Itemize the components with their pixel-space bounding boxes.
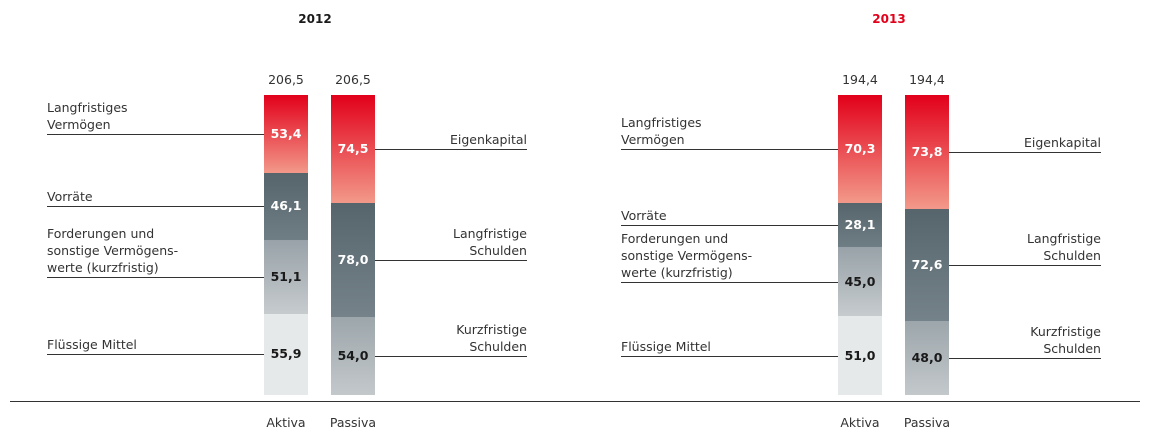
category-label: Aktiva	[840, 415, 880, 430]
chart-title: 2013	[872, 12, 906, 26]
chart-title: 2012	[298, 12, 332, 26]
leader-line	[621, 355, 838, 357]
value-label: 51,1	[270, 268, 302, 284]
total-label: 206,5	[268, 72, 304, 87]
segment-name: Flüssige Mittel	[47, 337, 137, 353]
total-label: 194,4	[909, 72, 945, 87]
value-label: 51,0	[844, 347, 876, 363]
bar-segment	[838, 95, 882, 204]
value-label: 55,9	[270, 346, 302, 362]
leader-line	[621, 281, 838, 283]
bar-segment	[264, 95, 308, 173]
category-label: Passiva	[903, 415, 951, 430]
bar-segment	[331, 95, 375, 204]
bar-segment	[331, 316, 375, 395]
value-label: 48,0	[911, 349, 943, 365]
leader-line	[949, 264, 1101, 266]
segment-name: Eigenkapital	[1023, 134, 1101, 150]
bar-segment	[838, 246, 882, 317]
category-label: Passiva	[329, 415, 377, 430]
leader-line	[47, 354, 264, 356]
total-label: 194,4	[842, 72, 878, 87]
leader-line	[47, 206, 264, 208]
leader-line	[949, 151, 1101, 153]
segment-name: Eigenkapital	[449, 132, 527, 148]
value-label: 78,0	[337, 251, 369, 267]
segment-name: Langfristiges Vermögen	[621, 115, 702, 148]
leader-line	[621, 225, 838, 227]
value-label: 28,1	[844, 217, 876, 233]
chart-panel: 2012 Aktiva 206,5 55,9 Flüssige Mittel 51,1 Fo…	[47, 12, 527, 430]
value-label: 73,8	[911, 143, 943, 159]
value-label: 45,0	[844, 273, 876, 289]
bar-segment	[264, 313, 308, 395]
category-label: Aktiva	[266, 415, 306, 430]
value-label: 72,6	[911, 256, 943, 272]
segment-name: Forderungen und sonstige Vermögens- wert…	[47, 225, 179, 275]
value-label: 46,1	[270, 198, 302, 214]
value-label: 70,3	[844, 141, 876, 157]
bar-segment	[331, 203, 375, 317]
bar-segment	[905, 320, 949, 395]
value-label: 54,0	[337, 347, 369, 363]
bar-segment	[905, 95, 949, 209]
segment-name: Vorräte	[47, 189, 93, 205]
bar-segment	[838, 316, 882, 395]
bar-segment	[264, 239, 308, 314]
value-label: 74,5	[337, 141, 369, 157]
value-label: 53,4	[270, 125, 302, 141]
leader-line	[375, 149, 527, 151]
segment-name: Forderungen und sonstige Vermögens- wert…	[621, 230, 753, 280]
total-label: 206,5	[335, 72, 371, 87]
bar-segment	[264, 172, 308, 240]
segment-name: Kurzfristige Schulden	[456, 321, 527, 354]
segment-name: Langfristiges Vermögen	[47, 99, 128, 132]
bar-segment	[838, 203, 882, 247]
leader-line	[375, 355, 527, 357]
segment-name: Langfristige Schulden	[452, 225, 527, 258]
segment-name: Vorräte	[621, 208, 667, 224]
leader-line	[47, 276, 264, 278]
segment-name: Flüssige Mittel	[621, 338, 711, 354]
segment-name: Kurzfristige Schulden	[1030, 323, 1101, 356]
baseline	[10, 401, 1140, 402]
leader-line	[375, 259, 527, 261]
segment-name: Langfristige Schulden	[1026, 230, 1101, 263]
chart-panel: 2013 Aktiva 194,4 51,0 Flüssige Mittel 45,0 Fo…	[574, 0, 1149, 439]
bar-segment	[905, 208, 949, 321]
leader-line	[47, 133, 264, 135]
leader-line	[621, 149, 838, 151]
leader-line	[949, 357, 1101, 359]
